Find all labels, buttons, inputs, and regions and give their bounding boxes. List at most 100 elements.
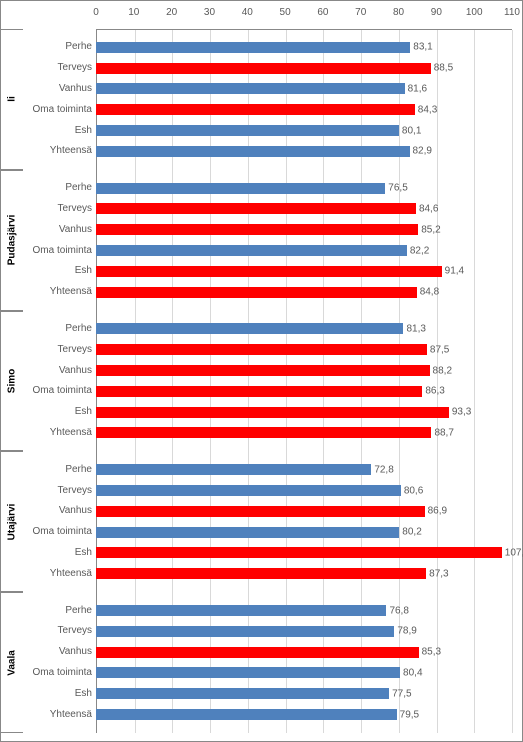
bar-value-label: 84,3	[418, 104, 437, 115]
bar-row: 82,9	[96, 141, 512, 162]
bar-value-label: 84,6	[419, 203, 438, 214]
bar: 93,3	[96, 407, 449, 418]
category-label: Esh	[23, 683, 92, 704]
bar-value-label: 83,1	[413, 42, 432, 53]
bar: 72,8	[96, 464, 371, 475]
bar: 91,4	[96, 266, 442, 277]
category-label: Perhe	[23, 37, 92, 58]
category-label-col: PerheTerveysVanhusOma toimintaEshYhteens…	[23, 29, 96, 170]
x-axis-tick-label: 30	[204, 7, 215, 18]
bar: 107,3	[96, 547, 502, 558]
category-label: Oma toiminta	[23, 99, 92, 120]
x-axis-tick-label: 110	[504, 7, 520, 18]
x-axis-tick-label: 0	[93, 7, 99, 18]
group-label-col: Simo	[1, 311, 23, 452]
bar-value-label: 72,8	[374, 464, 393, 475]
bar-value-label: 85,3	[422, 647, 441, 658]
category-label: Esh	[23, 543, 92, 564]
group-label-col: Ii	[1, 29, 23, 170]
category-label: Yhteensä	[23, 423, 92, 444]
bar-row: 88,7	[96, 423, 512, 444]
chart-group: PudasjärviPerheTerveysVanhusOma toiminta…	[1, 170, 512, 311]
bar-value-label: 81,6	[408, 83, 427, 94]
bars-col: 76,8 78,9 85,3 80,4 77,5 79,5	[96, 592, 512, 733]
category-label: Yhteensä	[23, 704, 92, 725]
bar-value-label: 86,3	[425, 386, 444, 397]
category-label: Perhe	[23, 600, 92, 621]
group-label: Vaala	[7, 650, 18, 676]
bar-row: 76,5	[96, 178, 512, 199]
x-axis-tick-label: 80	[393, 7, 404, 18]
bar-value-label: 79,5	[400, 709, 419, 720]
group-label-col: Vaala	[1, 592, 23, 733]
group-label: Ii	[7, 97, 18, 103]
bar: 86,9	[96, 506, 425, 517]
bar-row: 76,8	[96, 600, 512, 621]
bar: 79,5	[96, 709, 397, 720]
x-axis-tick-label: 60	[317, 7, 328, 18]
category-label: Yhteensä	[23, 141, 92, 162]
bars-col: 81,387,588,286,393,388,7	[96, 311, 512, 452]
category-label-col: PerheTerveysVanhusOma toimintaEshYhteens…	[23, 311, 96, 452]
bar: 84,6	[96, 203, 416, 214]
bars-col: 72,8 80,6 86,9 80,2 107,3 87,3	[96, 451, 512, 592]
chart-group: Simo PerheTerveysVanhusOma toimintaEshYht…	[1, 311, 512, 452]
bar-value-label: 76,8	[389, 605, 408, 616]
group-label: Simo	[7, 369, 18, 393]
category-label: Terveys	[23, 480, 92, 501]
bar-row: 86,9	[96, 501, 512, 522]
category-label: Oma toiminta	[23, 240, 92, 261]
bar-value-label: 77,5	[392, 688, 411, 699]
bar-row: 85,2	[96, 219, 512, 240]
bar-row: 72,8	[96, 459, 512, 480]
chart-group: Ii PerheTerveysVanhusOma toimintaEshYhtee…	[1, 29, 512, 170]
bar: 87,3	[96, 568, 426, 579]
category-label: Terveys	[23, 621, 92, 642]
group-label: Pudasjärvi	[7, 215, 18, 266]
category-label: Oma toiminta	[23, 522, 92, 543]
chart-group: Utajärvi PerheTerveysVanhusOma toimintaEs…	[1, 451, 512, 592]
bar-row: 87,5	[96, 339, 512, 360]
bar-row: 88,5	[96, 58, 512, 79]
bar: 87,5	[96, 344, 427, 355]
bar-row: 81,3	[96, 319, 512, 340]
bar: 76,5	[96, 183, 385, 194]
bar-value-label: 107,3	[505, 547, 523, 558]
bar-value-label: 93,3	[452, 407, 471, 418]
bar-value-label: 80,2	[402, 527, 421, 538]
bar: 76,8	[96, 605, 386, 616]
bar: 82,2	[96, 245, 407, 256]
category-label: Esh	[23, 261, 92, 282]
bar-row: 79,5	[96, 704, 512, 725]
bar: 82,9	[96, 146, 410, 157]
bar-value-label: 87,5	[430, 344, 449, 355]
x-axis-tick-label: 20	[166, 7, 177, 18]
bar-row: 84,8	[96, 282, 512, 303]
group-label: Utajärvi	[7, 503, 18, 540]
bar-row: 84,3	[96, 99, 512, 120]
bar: 80,1	[96, 125, 399, 136]
bar: 88,2	[96, 365, 430, 376]
category-label: Oma toiminta	[23, 663, 92, 684]
bar: 78,9	[96, 626, 394, 637]
bar-row: 88,2	[96, 360, 512, 381]
bar: 85,2	[96, 224, 418, 235]
bar-row: 80,4	[96, 663, 512, 684]
bar-value-label: 80,6	[404, 485, 423, 496]
bar: 86,3	[96, 386, 422, 397]
x-axis-tick-label: 50	[280, 7, 291, 18]
category-label: Oma toiminta	[23, 381, 92, 402]
bar-row: 80,1	[96, 120, 512, 141]
bar: 85,3	[96, 647, 419, 658]
bar: 88,7	[96, 427, 431, 438]
category-label-col: PerheTerveysVanhusOma toimintaEshYhteens…	[23, 451, 96, 592]
bar: 88,5	[96, 63, 431, 74]
category-label: Vanhus	[23, 219, 92, 240]
bar-value-label: 86,9	[428, 506, 447, 517]
bar-value-label: 82,2	[410, 245, 429, 256]
category-label: Yhteensä	[23, 563, 92, 584]
bar-value-label: 82,9	[413, 146, 432, 157]
category-label: Terveys	[23, 58, 92, 79]
bar-value-label: 88,5	[434, 63, 453, 74]
bar-row: 80,6	[96, 480, 512, 501]
